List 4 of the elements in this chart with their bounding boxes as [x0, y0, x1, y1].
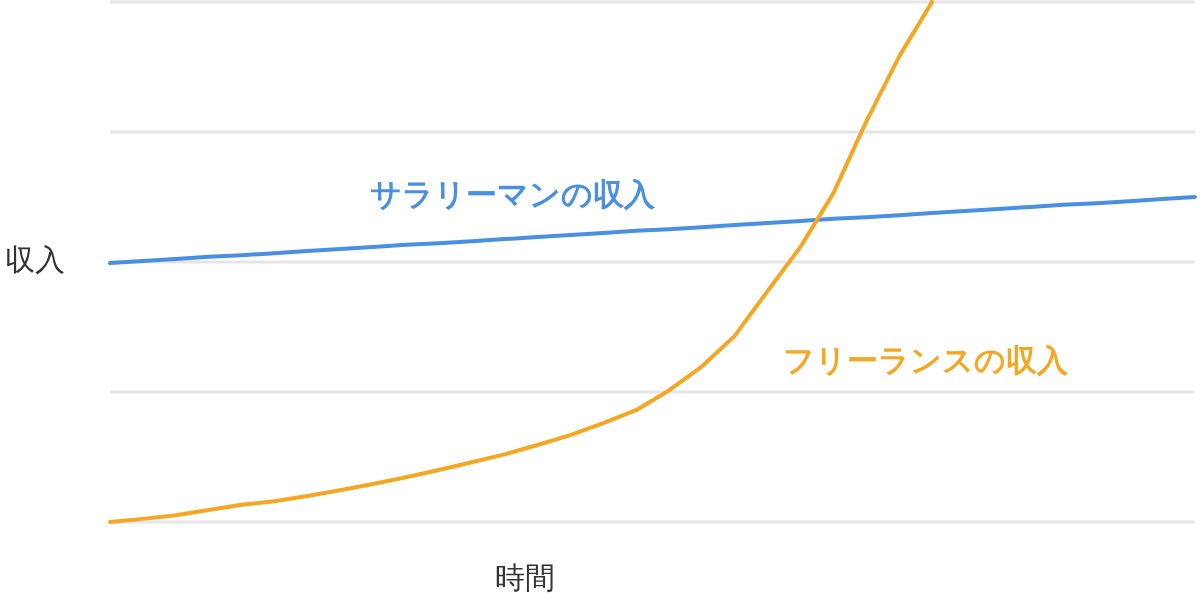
x-axis-title: 時間: [495, 560, 555, 593]
series-label: フリーランスの収入: [782, 342, 1069, 379]
y-axis-title: 収入: [5, 242, 65, 277]
series-label: サラリーマンの収入: [370, 175, 657, 212]
